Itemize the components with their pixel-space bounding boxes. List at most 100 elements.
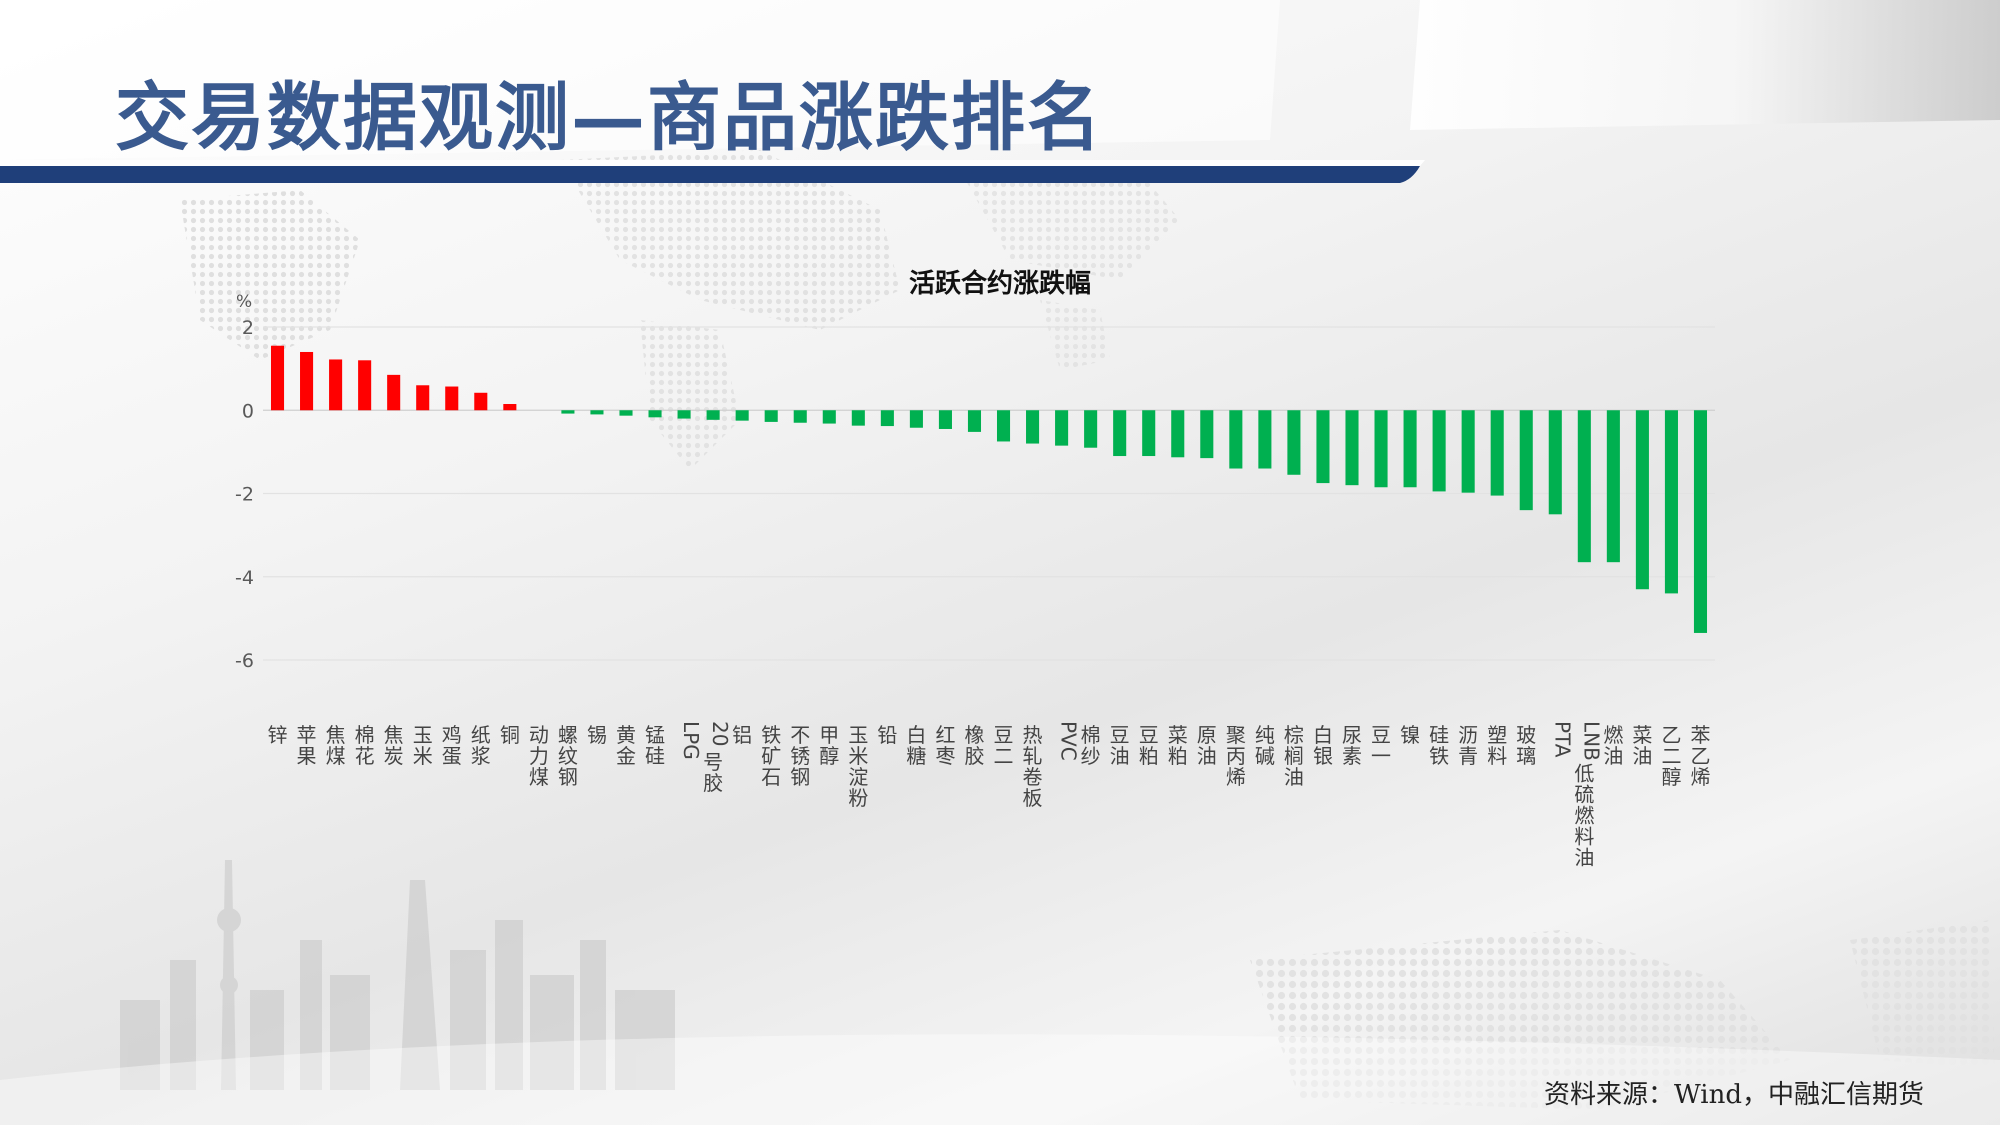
x-axis-labels: 锌苹果焦煤棉花焦炭玉米鸡蛋纸浆铜 动力煤螺纹钢锡 黄金锰硅 LPG 20 号胶铝 铁矿石不锈… <box>268 721 1711 870</box>
x-category-label: 铝 <box>732 723 752 747</box>
bar <box>764 410 778 422</box>
bar <box>1258 410 1272 469</box>
bar <box>1403 410 1417 488</box>
x-category-label: 镍 <box>1400 723 1420 747</box>
x-category-label: 玉米淀粉 <box>848 723 868 810</box>
header-accent-band <box>0 166 1420 183</box>
x-category-label: 乙二醇 <box>1661 723 1681 789</box>
bar <box>1635 410 1649 590</box>
x-category-label: 锡 <box>587 723 607 747</box>
bar <box>851 410 865 426</box>
chart-title: 活跃合约涨跌幅 <box>909 268 1091 299</box>
x-category-label: 棕榈油 <box>1284 723 1304 789</box>
x-category-label: 焦炭 <box>384 723 404 768</box>
bar <box>1229 410 1243 469</box>
x-category-label: 豆一 <box>1371 723 1391 768</box>
bar <box>1374 410 1388 488</box>
x-category-label: 聚丙烯 <box>1226 723 1246 789</box>
x-category-label: 螺纹钢 <box>558 723 578 789</box>
x-category-label: 豆粕 <box>1139 723 1159 768</box>
x-category-label: 燃油 <box>1603 723 1623 768</box>
bar <box>561 410 575 414</box>
x-category-label: 黄金 <box>616 723 636 768</box>
x-category-label: 原油 <box>1197 723 1217 768</box>
bar <box>677 410 691 419</box>
bar <box>793 410 807 423</box>
y-tick-label: 0 <box>242 400 254 422</box>
y-tick-label: -4 <box>235 567 254 589</box>
x-category-label: 棉花 <box>355 723 375 768</box>
x-category-label-latin: LNB <box>1579 721 1603 761</box>
bar <box>1345 410 1359 486</box>
x-category-label-latin: PVC <box>1057 721 1081 761</box>
bar <box>1287 410 1301 475</box>
bar <box>1142 410 1156 457</box>
x-category-label: 焦煤 <box>326 723 346 768</box>
x-category-label: 橡胶 <box>964 723 984 768</box>
x-category-label: 菜油 <box>1632 723 1652 768</box>
x-category-label: 低硫燃料油 <box>1574 762 1594 870</box>
bar <box>474 392 488 411</box>
x-category-label: 动力煤 <box>529 723 549 789</box>
x-category-label: 锌 <box>268 723 288 747</box>
y-axis-ticks: 2 0 -2 -4 -6 <box>235 317 254 672</box>
x-category-label: 豆二 <box>994 723 1014 768</box>
bar <box>967 410 982 432</box>
bar <box>387 374 401 411</box>
bar <box>822 410 836 424</box>
bar <box>1113 410 1127 457</box>
bar <box>1055 410 1069 446</box>
x-category-label: 沥青 <box>1458 723 1478 768</box>
x-category-label: 纸浆 <box>471 723 491 768</box>
x-category-label: 鸡蛋 <box>442 723 462 768</box>
x-category-label: 锰硅 <box>645 723 665 768</box>
bar <box>1519 410 1533 511</box>
bar <box>880 410 894 427</box>
x-category-label: 苹果 <box>297 723 317 768</box>
x-category-label: 尿素 <box>1342 723 1362 768</box>
x-category-label-latin: PTA <box>1550 721 1574 758</box>
bars <box>270 345 1708 633</box>
bar <box>619 410 633 416</box>
bar <box>1693 410 1708 633</box>
bar <box>1461 410 1475 493</box>
bar <box>590 410 604 415</box>
source-note: 资料来源：Wind，中融汇信期货 <box>1544 1080 1924 1110</box>
bar <box>358 360 372 411</box>
bar <box>270 345 285 411</box>
x-category-label: 玻璃 <box>1516 723 1536 768</box>
bar <box>1548 410 1562 515</box>
bar <box>938 410 952 429</box>
x-category-label: 不锈钢 <box>790 723 810 789</box>
bar <box>1171 410 1185 458</box>
x-category-label: 白糖 <box>906 723 926 768</box>
bar <box>416 385 430 411</box>
bar <box>706 410 720 420</box>
x-category-label: 铅 <box>877 723 897 747</box>
bar <box>1316 410 1330 484</box>
bar <box>1664 410 1678 594</box>
bar <box>1084 410 1098 448</box>
x-category-label: 热轧卷板 <box>1023 723 1043 810</box>
x-category-label: 铁矿石 <box>761 723 781 789</box>
x-category-label: 菜粕 <box>1168 723 1188 768</box>
skyline-art <box>120 860 675 1090</box>
y-tick-label: -6 <box>235 650 254 672</box>
bar <box>996 410 1011 442</box>
x-category-label: 铜 <box>500 723 520 747</box>
x-category-label: 苯乙烯 <box>1690 723 1710 789</box>
x-category-label: 号胶 <box>703 750 723 795</box>
y-tick-label: -2 <box>235 484 254 506</box>
x-category-label-latin: 20 <box>708 721 732 746</box>
x-category-label: 纯碱 <box>1255 723 1275 768</box>
bar <box>1026 410 1040 444</box>
y-axis-unit-label: % <box>236 292 252 312</box>
x-category-label: 豆油 <box>1110 723 1130 768</box>
bar <box>909 410 923 428</box>
x-category-label: 棉纱 <box>1081 723 1101 768</box>
x-category-label: 红枣 <box>935 723 955 768</box>
x-category-label-latin: LPG <box>679 721 703 760</box>
bar <box>329 359 343 411</box>
